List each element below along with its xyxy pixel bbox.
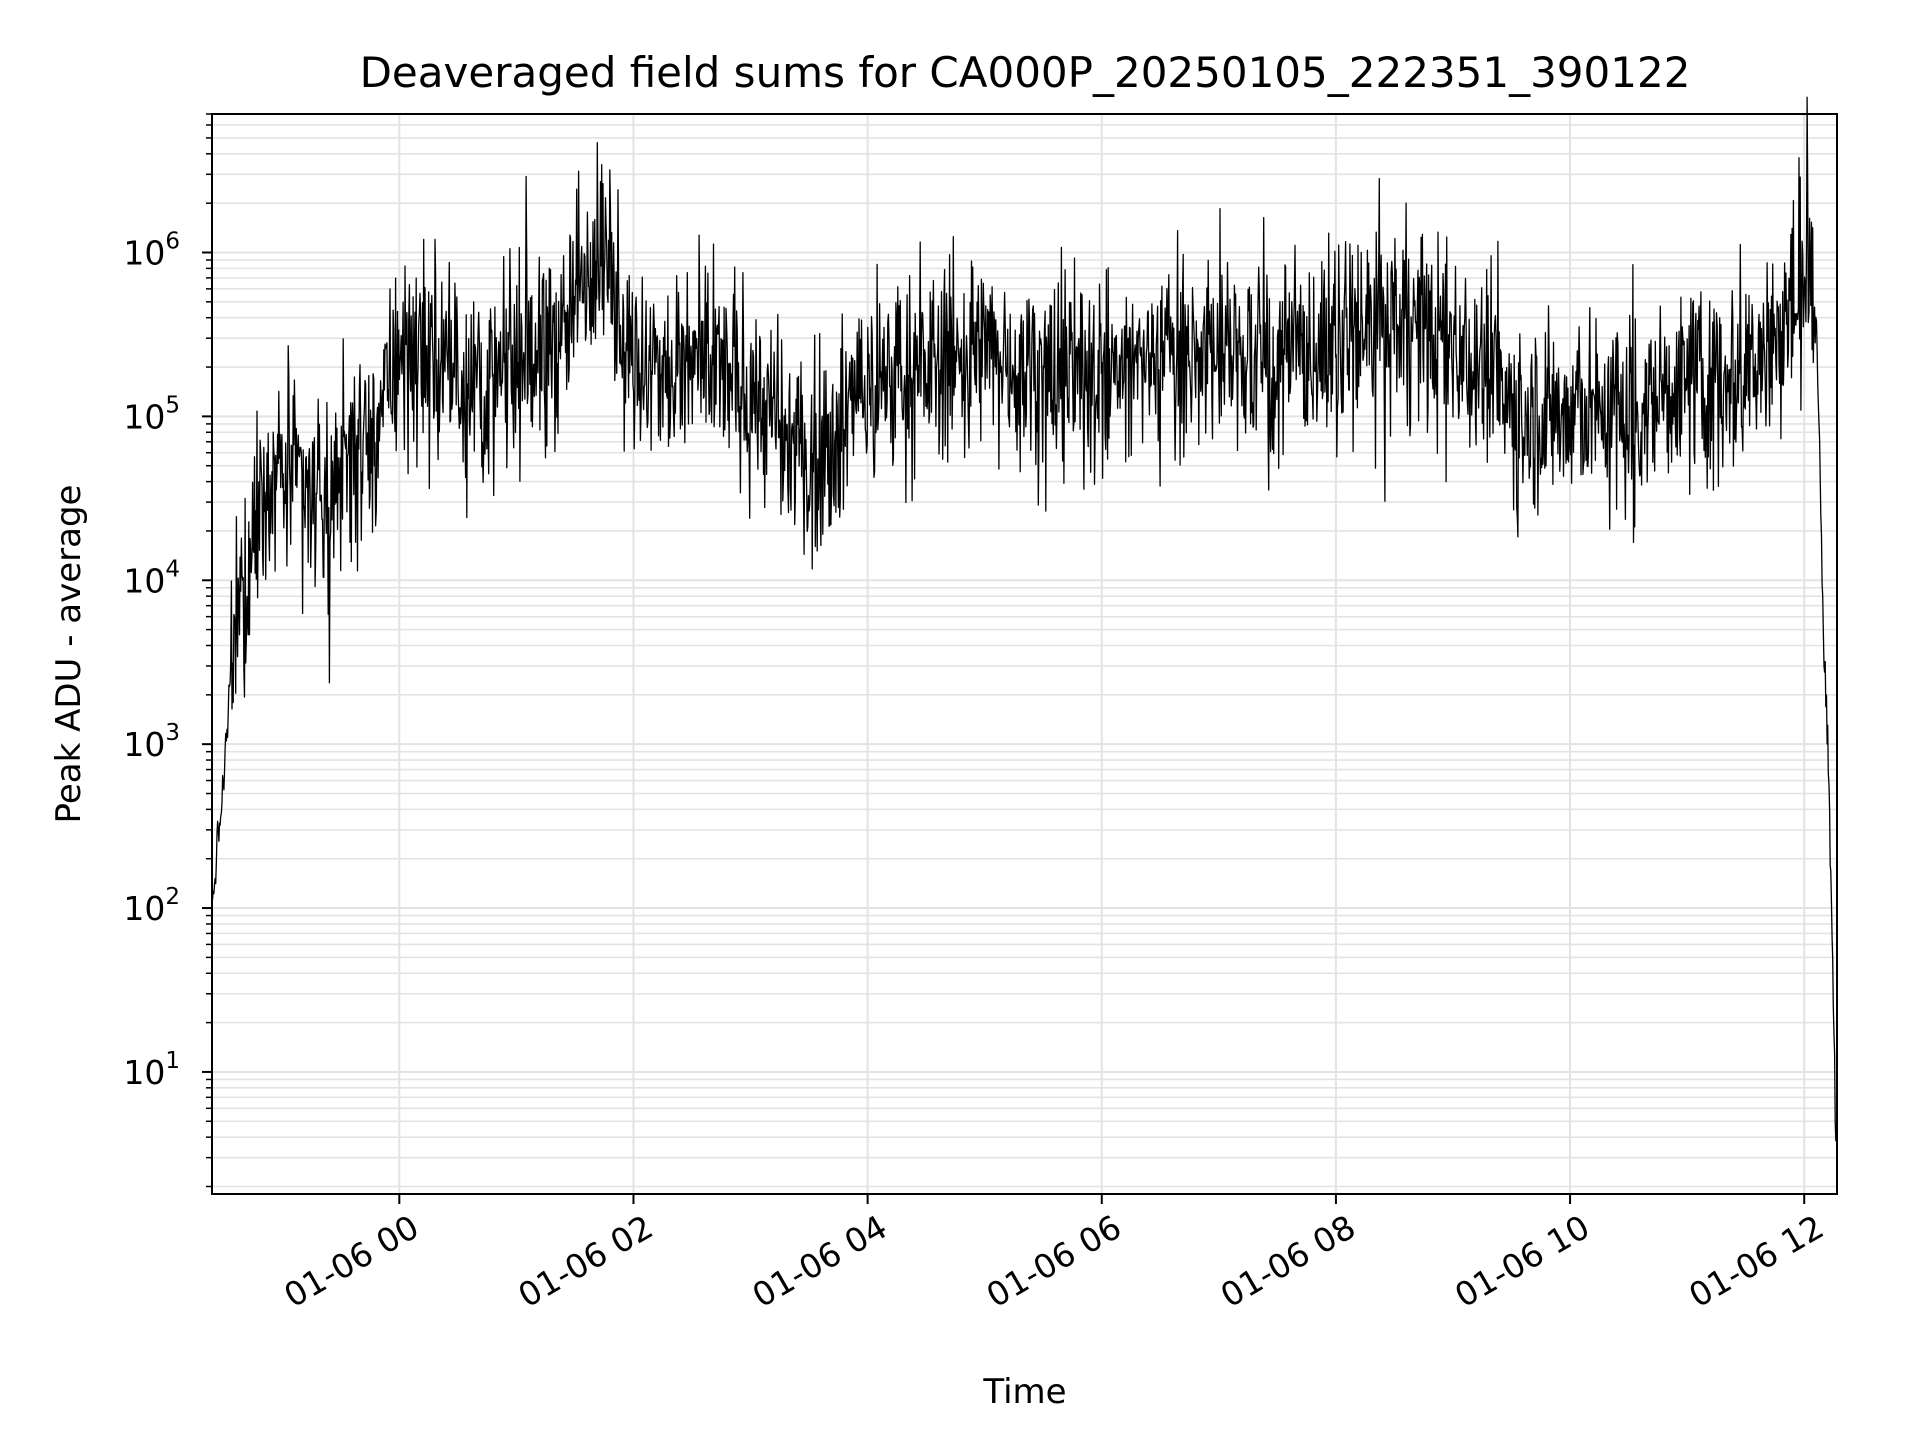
y-tick-label: 101 — [123, 1048, 180, 1092]
x-tick-label: 01-06 06 — [980, 1207, 1128, 1315]
y-tick-label: 103 — [123, 720, 180, 764]
y-tick-label: 106 — [123, 229, 180, 273]
x-axis: 01-06 00 01-06 02 01-06 04 01-06 06 01-06 08… — [277, 1194, 1830, 1315]
y-tick-label: 102 — [123, 884, 180, 928]
x-tick-label: 01-06 10 — [1448, 1207, 1596, 1315]
x-tick-label: 01-06 12 — [1682, 1207, 1830, 1315]
x-axis-label: Time — [982, 1372, 1066, 1412]
y-axis: 101 102 103 104 105 106 — [123, 113, 212, 1188]
y-tick-label: 105 — [123, 392, 180, 436]
grid — [212, 113, 1837, 1194]
x-tick-label: 01-06 04 — [746, 1207, 894, 1315]
y-axis-label: Peak ADU - average — [49, 485, 89, 824]
plot-frame — [211, 113, 1838, 1195]
x-tick-label: 01-06 08 — [1214, 1207, 1362, 1315]
x-tick-label: 01-06 00 — [277, 1207, 425, 1315]
chart-title: Deaveraged field sums for CA000P_2025010… — [360, 48, 1691, 97]
y-tick-label: 104 — [123, 556, 180, 600]
x-tick-label: 01-06 02 — [511, 1207, 659, 1315]
series-line — [211, 96, 1837, 1142]
